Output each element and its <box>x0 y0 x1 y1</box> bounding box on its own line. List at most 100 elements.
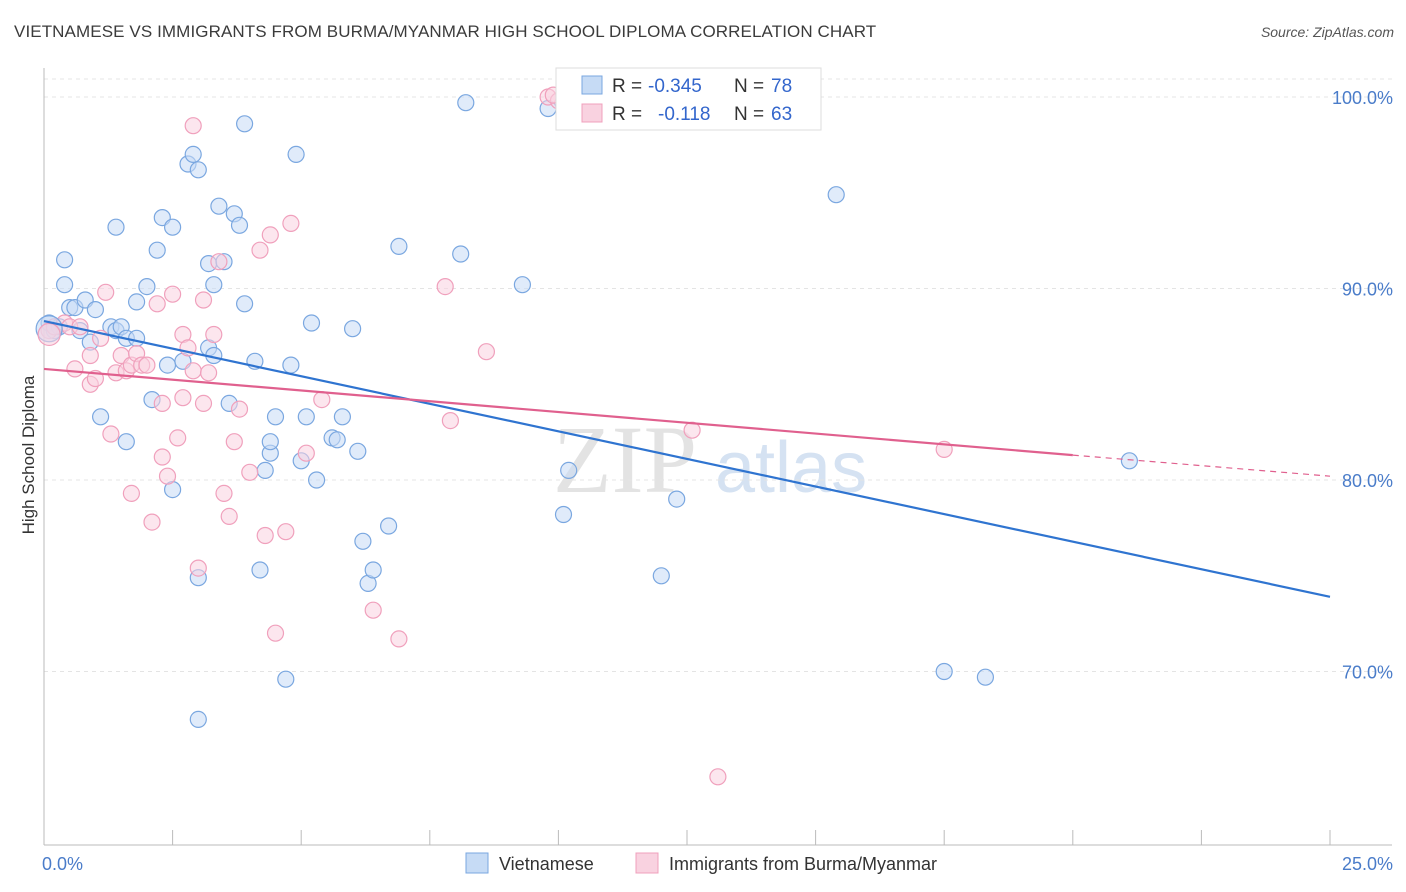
x-tick-label-0: 0.0% <box>42 854 83 874</box>
vietnamese-point-32 <box>189 710 207 729</box>
vietnamese-point-59 <box>333 408 351 426</box>
burma-point-36 <box>205 325 223 344</box>
legend-swatch-burma <box>635 852 659 874</box>
burma-point-32 <box>189 559 207 577</box>
burma-point-45 <box>261 226 279 244</box>
vietnamese-point-22 <box>148 241 166 259</box>
vietnamese-point-71 <box>554 505 573 524</box>
burma-point-50 <box>313 391 331 409</box>
vietnamese-point-19 <box>128 329 146 347</box>
stats-r-value-1: -0.345 <box>648 76 702 97</box>
vietnamese-point-56 <box>308 471 326 489</box>
vietnamese-point-17 <box>117 433 135 451</box>
y-tick-label-1: 90.0% <box>1342 280 1393 300</box>
burma-point-4 <box>66 360 84 378</box>
vietnamese-point-13 <box>107 218 125 236</box>
vietnamese-point-73 <box>652 567 670 585</box>
vietnamese-point-48 <box>261 433 279 451</box>
stats-n-label-1: N = <box>734 76 764 97</box>
burma-point-37 <box>210 253 228 271</box>
chart-title: VIETNAMESE VS IMMIGRANTS FROM BURMA/MYAN… <box>14 22 877 41</box>
burma-point-53 <box>436 278 454 296</box>
burma-cluster-point <box>37 322 61 347</box>
burma-point-21 <box>148 295 166 313</box>
vietnamese-point-10 <box>86 301 105 319</box>
burma-point-41 <box>230 400 249 418</box>
vietnamese-point-62 <box>354 532 372 550</box>
stats-legend-box: R = -0.345 N = 78 R = -0.118 N = 63 <box>555 67 822 131</box>
trend-lines <box>43 319 1331 598</box>
burma-point-34 <box>194 291 213 309</box>
vietnamese-point-30 <box>189 161 207 179</box>
burma-point-55 <box>477 343 495 361</box>
vietnamese-point-60 <box>344 320 362 338</box>
stats-n-label-2: N = <box>734 104 764 125</box>
burma-point-46 <box>266 624 285 642</box>
gridlines <box>44 78 1392 672</box>
burma-point-35 <box>200 364 218 382</box>
vietnamese-point-4 <box>55 251 74 269</box>
burma-point-10 <box>97 283 115 301</box>
burma-point-33 <box>194 394 213 412</box>
vietnamese-point-45 <box>251 561 269 579</box>
vietnamese-point-35 <box>205 276 223 294</box>
burma-point-31 <box>184 117 202 135</box>
burma-trend-line <box>43 367 1073 457</box>
source-credit: Source: ZipAtlas.com <box>1260 24 1394 40</box>
vietnamese-point-54 <box>297 408 315 426</box>
vietnamese-point-78 <box>1120 452 1139 470</box>
vietnamese-point-46 <box>256 461 274 479</box>
vietnamese-point-42 <box>236 115 254 133</box>
stats-n-value-2: 63 <box>771 104 792 125</box>
burma-point-20 <box>143 513 161 531</box>
vietnamese-point-74 <box>668 490 686 508</box>
burma-point-60 <box>709 768 727 786</box>
axes <box>43 68 1392 846</box>
vietnamese-point-20 <box>138 278 156 296</box>
x-tick-label-1: 25.0% <box>1342 854 1393 874</box>
y-tick-label-2: 80.0% <box>1342 471 1393 491</box>
burma-point-40 <box>225 433 243 451</box>
vietnamese-point-3 <box>55 276 74 294</box>
series-vietnamese-points <box>40 94 1139 729</box>
burma-point-44 <box>256 526 274 545</box>
vietnamese-point-77 <box>976 668 995 686</box>
tick-labels: 100.0% 90.0% 80.0% 70.0% 0.0% 25.0% <box>42 88 1393 874</box>
vietnamese-point-69 <box>513 276 532 294</box>
vietnamese-point-76 <box>935 662 953 681</box>
burma-point-23 <box>153 394 171 412</box>
vietnamese-point-28 <box>184 145 202 163</box>
vietnamese-point-67 <box>452 245 470 263</box>
vietnamese-point-18 <box>128 293 146 311</box>
stats-swatch-burma <box>581 103 603 123</box>
vietnamese-point-68 <box>457 94 475 112</box>
burma-point-43 <box>251 241 269 259</box>
stats-swatch-vietnamese <box>581 75 603 95</box>
burma-point-48 <box>282 214 300 232</box>
vietnamese-point-25 <box>164 218 182 236</box>
y-tick-label-3: 70.0% <box>1342 663 1393 683</box>
vietnamese-point-11 <box>91 408 110 426</box>
y-axis-label: High School Diploma <box>19 375 38 534</box>
vietnamese-point-66 <box>390 237 408 255</box>
burma-point-19 <box>138 356 156 374</box>
vietnamese-point-50 <box>277 670 295 688</box>
burma-point-52 <box>390 630 408 648</box>
burma-point-49 <box>297 444 315 462</box>
burma-point-16 <box>122 484 140 502</box>
burma-point-24 <box>158 467 177 485</box>
stats-n-value-1: 78 <box>771 76 792 97</box>
burma-point-22 <box>153 448 171 466</box>
y-tick-label-0: 100.0% <box>1332 88 1393 108</box>
vietnamese-point-41 <box>230 216 249 234</box>
stats-r-label-1: R = <box>612 76 642 97</box>
legend-swatch-vietnamese <box>465 852 489 874</box>
vietnamese-point-43 <box>236 295 254 313</box>
burma-point-54 <box>441 412 459 430</box>
series-legend: Vietnamese Immigrants from Burma/Myanmar <box>465 852 937 874</box>
burma-point-25 <box>164 285 182 303</box>
vietnamese-point-55 <box>302 314 321 332</box>
vietnamese-point-51 <box>282 356 300 374</box>
vietnamese-point-64 <box>364 561 382 579</box>
